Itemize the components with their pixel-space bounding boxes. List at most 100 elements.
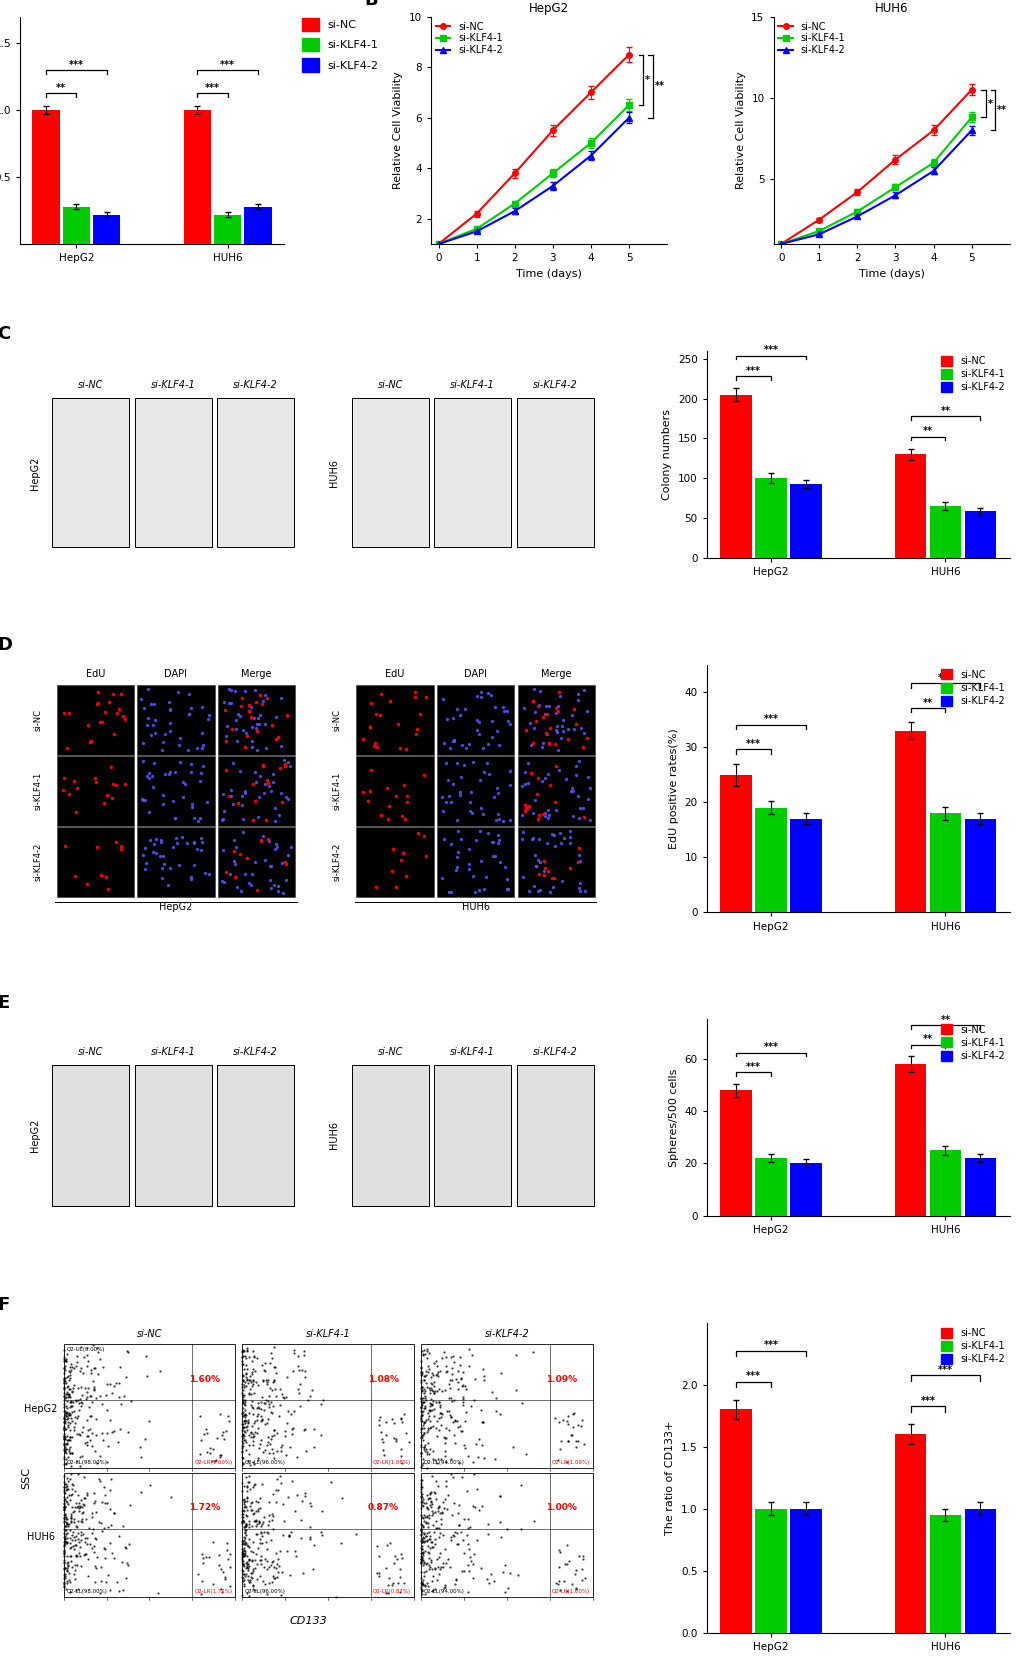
Text: 1.60%: 1.60% bbox=[189, 1374, 220, 1384]
Point bbox=[999, 775, 1015, 801]
Point bbox=[733, 860, 749, 886]
Point bbox=[747, 531, 763, 558]
Text: si-KLF4-2: si-KLF4-2 bbox=[332, 843, 341, 881]
Point bbox=[693, 875, 709, 901]
Point bbox=[695, 322, 711, 348]
Point bbox=[697, 1005, 713, 1031]
Text: SSC: SSC bbox=[21, 1466, 32, 1489]
Point bbox=[693, 636, 709, 663]
Point bbox=[720, 135, 737, 162]
Point bbox=[695, 138, 711, 165]
Text: si-NC: si-NC bbox=[377, 1046, 403, 1056]
Point bbox=[748, 1096, 764, 1123]
Point bbox=[909, 520, 925, 546]
Point bbox=[739, 217, 755, 243]
Text: Q2-LR(1.08%): Q2-LR(1.08%) bbox=[373, 1461, 411, 1466]
Point bbox=[696, 340, 712, 367]
Point bbox=[720, 830, 737, 856]
Point bbox=[886, 641, 902, 668]
Text: **: ** bbox=[922, 698, 932, 708]
Point bbox=[699, 456, 715, 483]
Point bbox=[846, 861, 862, 888]
Point bbox=[791, 935, 807, 961]
Title: HepG2: HepG2 bbox=[529, 2, 569, 15]
Text: ***: *** bbox=[745, 740, 760, 750]
Point bbox=[971, 195, 987, 222]
Point bbox=[812, 506, 828, 533]
Text: si-KLF4-1: si-KLF4-1 bbox=[450, 380, 494, 390]
Point bbox=[829, 736, 846, 763]
Text: ***: *** bbox=[919, 1396, 934, 1406]
Bar bbox=[894, 455, 925, 558]
Text: ***: *** bbox=[205, 83, 220, 93]
Text: 0.87%: 0.87% bbox=[367, 1503, 398, 1513]
Text: si-KLF4-1: si-KLF4-1 bbox=[34, 771, 42, 810]
Point bbox=[718, 413, 735, 440]
Point bbox=[695, 188, 711, 215]
Text: **: ** bbox=[654, 82, 664, 92]
Point bbox=[987, 876, 1004, 903]
Bar bbox=[928, 1514, 960, 1633]
Point bbox=[979, 1001, 996, 1028]
Point bbox=[846, 318, 862, 345]
Text: ***: *** bbox=[745, 1371, 760, 1381]
Point bbox=[707, 170, 723, 197]
Point bbox=[887, 245, 903, 272]
Point bbox=[931, 656, 948, 683]
Bar bbox=[214, 215, 242, 243]
Point bbox=[822, 20, 839, 47]
Point bbox=[695, 830, 711, 856]
Point bbox=[861, 430, 877, 456]
Point bbox=[848, 450, 864, 476]
Bar bbox=[790, 485, 820, 558]
Point bbox=[725, 475, 741, 501]
Bar bbox=[217, 398, 293, 546]
Text: si-KLF4-2: si-KLF4-2 bbox=[484, 1328, 529, 1338]
Point bbox=[706, 630, 722, 656]
Point bbox=[697, 678, 713, 705]
Text: HUH6: HUH6 bbox=[329, 458, 339, 486]
Point bbox=[719, 1010, 736, 1036]
Point bbox=[880, 760, 897, 786]
Point bbox=[733, 83, 749, 110]
Text: Q2-LL(96.00%): Q2-LL(96.00%) bbox=[245, 1589, 285, 1594]
Text: si-NC: si-NC bbox=[138, 1328, 163, 1338]
Text: si-NC: si-NC bbox=[332, 710, 341, 731]
Text: **: ** bbox=[922, 1035, 932, 1045]
X-axis label: Time (days): Time (days) bbox=[858, 268, 923, 278]
Point bbox=[862, 320, 878, 347]
Point bbox=[720, 468, 737, 495]
Text: si-KLF4-1: si-KLF4-1 bbox=[151, 380, 196, 390]
Point bbox=[696, 323, 712, 350]
Point bbox=[733, 850, 749, 876]
Point bbox=[719, 560, 736, 586]
Point bbox=[979, 600, 996, 626]
Text: si-NC: si-NC bbox=[77, 380, 103, 390]
Legend: si-NC, si-KLF4-1, si-KLF4-2: si-NC, si-KLF4-1, si-KLF4-2 bbox=[940, 357, 1004, 393]
Point bbox=[716, 570, 733, 596]
Point bbox=[766, 117, 783, 143]
Bar bbox=[135, 398, 211, 546]
Y-axis label: Relative Cell Viability: Relative Cell Viability bbox=[392, 72, 403, 190]
Text: Merge: Merge bbox=[540, 670, 571, 680]
Point bbox=[798, 175, 814, 202]
Point bbox=[723, 901, 740, 928]
Point bbox=[1013, 458, 1019, 485]
Point bbox=[779, 125, 795, 152]
Point bbox=[980, 265, 997, 292]
Bar bbox=[719, 395, 751, 558]
Point bbox=[705, 930, 721, 956]
Point bbox=[696, 751, 712, 778]
Point bbox=[796, 320, 812, 347]
Point bbox=[780, 673, 796, 700]
Point bbox=[693, 262, 709, 288]
Text: 1.08%: 1.08% bbox=[367, 1374, 398, 1384]
Bar bbox=[964, 511, 995, 558]
Bar bbox=[754, 478, 786, 558]
Text: Q2-LL(94.00%): Q2-LL(94.00%) bbox=[423, 1461, 465, 1466]
Point bbox=[694, 768, 710, 795]
Point bbox=[693, 450, 709, 476]
Point bbox=[804, 282, 820, 308]
Text: E: E bbox=[0, 993, 9, 1011]
Bar bbox=[517, 398, 593, 546]
